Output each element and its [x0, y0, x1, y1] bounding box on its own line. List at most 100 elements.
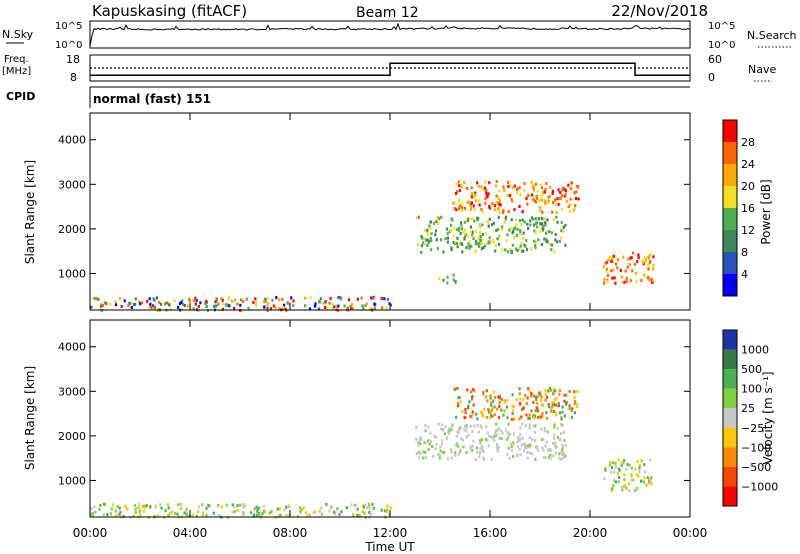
data-cell	[523, 220, 526, 224]
data-cell	[220, 296, 223, 300]
data-cell	[647, 256, 650, 260]
data-cell	[243, 504, 246, 508]
colorbar-swatch	[723, 427, 737, 448]
data-cell	[636, 260, 639, 264]
data-cell	[446, 236, 449, 240]
data-cell	[498, 236, 501, 240]
data-cell	[426, 232, 429, 236]
data-cell	[513, 208, 516, 212]
data-cell	[471, 217, 474, 221]
data-cell	[518, 448, 521, 452]
data-cell	[553, 425, 556, 429]
data-cell	[94, 510, 97, 514]
data-cell	[148, 305, 151, 309]
data-cell	[534, 409, 537, 413]
data-cell	[313, 510, 317, 514]
data-cell	[565, 393, 568, 397]
data-cell	[477, 244, 481, 248]
colorbar-swatch	[723, 142, 737, 164]
data-cell	[300, 508, 303, 512]
data-cell	[630, 256, 633, 260]
data-cell	[548, 405, 551, 409]
data-cell	[466, 187, 469, 190]
data-cell	[560, 417, 563, 421]
data-cell	[545, 182, 548, 185]
data-cell	[419, 436, 422, 440]
data-cell	[100, 303, 103, 307]
data-cell	[555, 210, 558, 214]
data-cell	[532, 184, 535, 188]
data-cell	[491, 239, 494, 242]
noise-left-label: N.Sky	[2, 28, 34, 41]
colorbar-tick-label: 100	[741, 383, 762, 396]
data-cell	[530, 392, 533, 396]
data-cell	[558, 393, 561, 397]
data-cell	[549, 407, 553, 411]
data-cell	[494, 431, 497, 435]
data-cell	[506, 398, 509, 402]
data-cell	[650, 482, 653, 486]
data-cell	[263, 300, 266, 304]
data-cell	[539, 183, 542, 187]
data-cell	[485, 395, 488, 399]
data-cell	[522, 249, 525, 253]
data-cell	[164, 509, 167, 513]
data-cell	[513, 417, 516, 421]
data-cell	[180, 300, 183, 304]
data-cell	[563, 438, 566, 442]
data-cell	[430, 232, 433, 236]
data-cell	[429, 220, 432, 224]
data-cell	[442, 250, 445, 254]
data-cell	[507, 435, 510, 439]
data-cell	[626, 257, 629, 261]
data-cell	[541, 198, 544, 202]
y-tick-label: 4000	[58, 134, 86, 147]
data-cell	[141, 301, 144, 305]
data-cell	[195, 514, 198, 518]
data-cell	[632, 478, 635, 482]
data-cell	[493, 204, 497, 208]
data-cell	[463, 428, 466, 432]
data-cell	[486, 220, 489, 224]
data-cell	[446, 232, 449, 236]
data-cell	[521, 218, 524, 222]
data-cell	[180, 503, 183, 506]
colorbar-swatch	[723, 120, 737, 142]
data-cell	[346, 306, 349, 310]
data-cell	[356, 297, 359, 301]
data-cell	[422, 237, 425, 241]
data-cell	[547, 389, 550, 393]
data-cell	[496, 448, 499, 452]
data-cell	[479, 231, 482, 235]
data-cell	[543, 190, 546, 194]
data-cell	[256, 509, 259, 513]
data-cell	[186, 304, 189, 308]
data-cell	[643, 463, 646, 467]
data-cell	[527, 387, 530, 391]
data-cell	[542, 227, 545, 231]
data-cell	[546, 240, 549, 244]
data-cell	[518, 247, 521, 251]
data-cell	[201, 511, 204, 515]
freq-right-tick-bottom: 0	[708, 71, 715, 84]
data-cell	[242, 503, 245, 507]
data-cell	[278, 307, 281, 311]
data-cell	[493, 390, 496, 394]
data-cell	[489, 394, 492, 398]
data-cell	[134, 511, 137, 514]
data-cell	[534, 221, 537, 225]
data-cell	[476, 423, 479, 427]
data-cell	[552, 218, 555, 222]
data-cell	[482, 449, 485, 453]
data-cell	[486, 431, 489, 435]
data-cell	[629, 256, 632, 260]
data-cell	[264, 299, 267, 303]
data-cell	[491, 405, 494, 409]
data-cell	[488, 240, 491, 244]
data-cell	[369, 307, 372, 310]
data-cell	[495, 422, 498, 426]
data-cell	[415, 437, 418, 441]
data-cell	[149, 302, 152, 306]
data-cell	[444, 237, 447, 241]
data-cell	[434, 447, 437, 451]
